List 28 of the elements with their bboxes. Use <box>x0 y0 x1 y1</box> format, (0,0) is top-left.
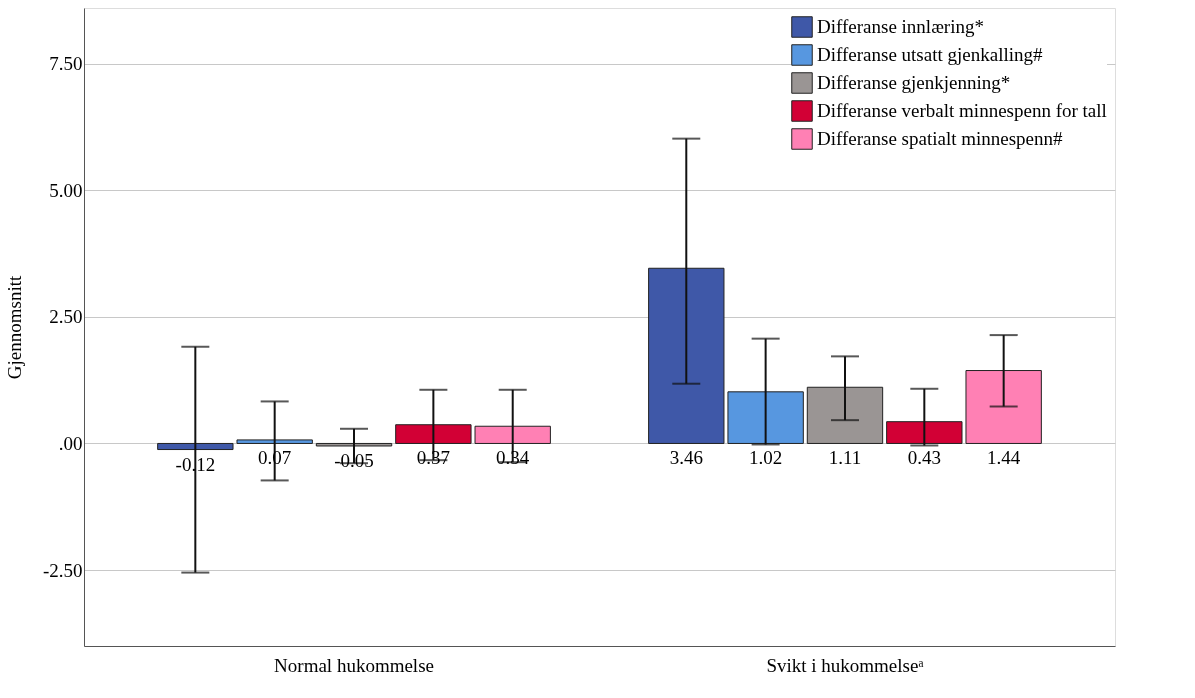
legend-label: Differanse utsatt gjenkalling# <box>817 44 1043 65</box>
x-tick-label: Normal hukommelse <box>274 654 434 676</box>
legend-label: Differanse verbalt minnespenn for tall <box>817 100 1107 121</box>
x-tick-label: Svikt i hukommelseᵃ <box>766 654 924 676</box>
data-label: 3.46 <box>669 447 703 469</box>
bar <box>806 386 884 444</box>
legend-label: Differanse innlæring* <box>817 16 984 37</box>
bar <box>727 391 804 444</box>
bar <box>886 421 963 444</box>
data-label: 0.43 <box>907 447 941 469</box>
y-tick-label: .00 <box>58 432 83 454</box>
legend-label: Differanse gjenkjenning* <box>817 72 1011 93</box>
bar <box>236 439 313 444</box>
data-label: 1.11 <box>828 447 862 469</box>
bar <box>315 442 393 447</box>
bar <box>395 424 472 444</box>
legend-label: Differanse spatialt minnespenn# <box>817 128 1064 149</box>
bar <box>157 442 234 451</box>
y-axis-title: Gjennomsnitt <box>3 275 25 380</box>
data-label: 1.02 <box>749 447 783 469</box>
bar <box>648 267 725 444</box>
y-tick-label: 2.50 <box>49 306 83 328</box>
bar <box>474 425 551 444</box>
y-tick-label: 5.00 <box>49 179 83 201</box>
y-tick-label: 7.50 <box>49 53 83 75</box>
y-tick-label: -2.50 <box>42 559 83 581</box>
bar <box>965 370 1042 444</box>
data-label: 1.44 <box>987 447 1021 469</box>
